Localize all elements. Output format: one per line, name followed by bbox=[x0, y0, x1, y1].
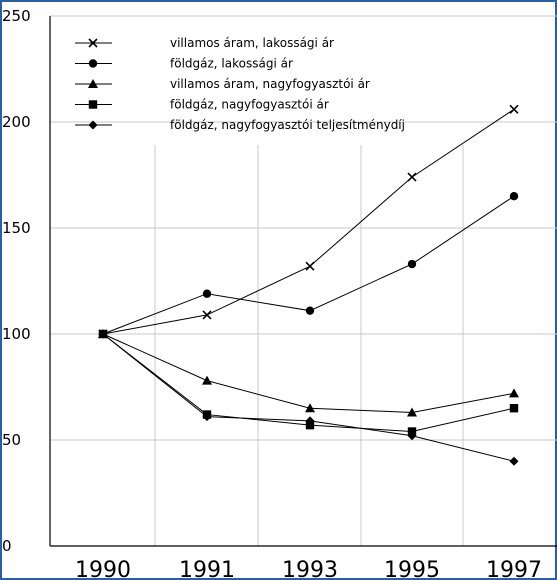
data-point bbox=[407, 172, 417, 182]
series-3 bbox=[98, 329, 519, 417]
legend-marker bbox=[88, 120, 98, 130]
legend-item: villamos áram, nagyfogyasztói ár bbox=[75, 77, 370, 91]
data-point bbox=[305, 306, 315, 315]
series-layer bbox=[98, 104, 519, 466]
legend-label: földgáz, lakossági ár bbox=[170, 57, 293, 71]
data-point bbox=[509, 192, 519, 201]
legend-item: földgáz, nagyfogyasztói ár bbox=[75, 98, 329, 112]
y-tick-label: 250 bbox=[2, 7, 31, 25]
data-point bbox=[407, 259, 417, 269]
data-point bbox=[202, 289, 212, 298]
x-tick-label: 1993 bbox=[282, 558, 338, 580]
legend-label: földgáz, nagyfogyasztói ár bbox=[170, 98, 329, 112]
data-point bbox=[305, 261, 315, 271]
legend-marker bbox=[88, 100, 98, 109]
y-tick-label: 200 bbox=[2, 113, 31, 131]
data-point bbox=[305, 416, 315, 426]
data-point bbox=[509, 388, 519, 398]
x-tick-label: 1991 bbox=[179, 558, 235, 580]
series-line bbox=[102, 333, 515, 413]
y-tick-label: 0 bbox=[2, 537, 12, 555]
data-point bbox=[305, 403, 315, 413]
grid bbox=[50, 15, 557, 547]
data-point bbox=[202, 375, 212, 385]
legend-marker bbox=[88, 38, 98, 48]
series-line bbox=[102, 108, 515, 335]
data-point bbox=[407, 407, 417, 417]
data-point bbox=[509, 104, 519, 114]
legend-label: földgáz, nagyfogyasztói teljesítménydíj bbox=[170, 118, 405, 132]
x-tick-label: 1997 bbox=[486, 558, 542, 580]
legend-label: villamos áram, lakossági ár bbox=[170, 36, 334, 50]
y-tick-label: 150 bbox=[2, 219, 31, 237]
data-point bbox=[98, 329, 108, 339]
legend-item: villamos áram, lakossági ár bbox=[75, 36, 334, 50]
axes: 0 50 100 150 200 250 1990 1991 1993 1995 1997 bbox=[2, 7, 557, 580]
legend-marker bbox=[88, 79, 98, 88]
legend-marker bbox=[88, 59, 98, 68]
legend-label: villamos áram, nagyfogyasztói ár bbox=[170, 77, 370, 91]
data-point bbox=[509, 404, 519, 413]
x-tick-label: 1990 bbox=[75, 558, 131, 580]
legend-item: földgáz, nagyfogyasztói teljesítménydíj bbox=[75, 118, 405, 132]
data-point bbox=[509, 456, 519, 466]
series-1 bbox=[98, 104, 519, 339]
data-point bbox=[202, 310, 212, 320]
series-5 bbox=[98, 329, 519, 466]
x-tick-label: 1995 bbox=[384, 558, 440, 580]
data-point bbox=[407, 431, 417, 441]
y-tick-label: 100 bbox=[2, 325, 31, 343]
legend-item: földgáz, lakossági ár bbox=[75, 57, 293, 71]
series-line bbox=[102, 333, 515, 462]
y-tick-label: 50 bbox=[2, 431, 21, 449]
data-point bbox=[202, 412, 212, 422]
legend: villamos áram, lakossági ár földgáz, lako… bbox=[75, 36, 405, 132]
